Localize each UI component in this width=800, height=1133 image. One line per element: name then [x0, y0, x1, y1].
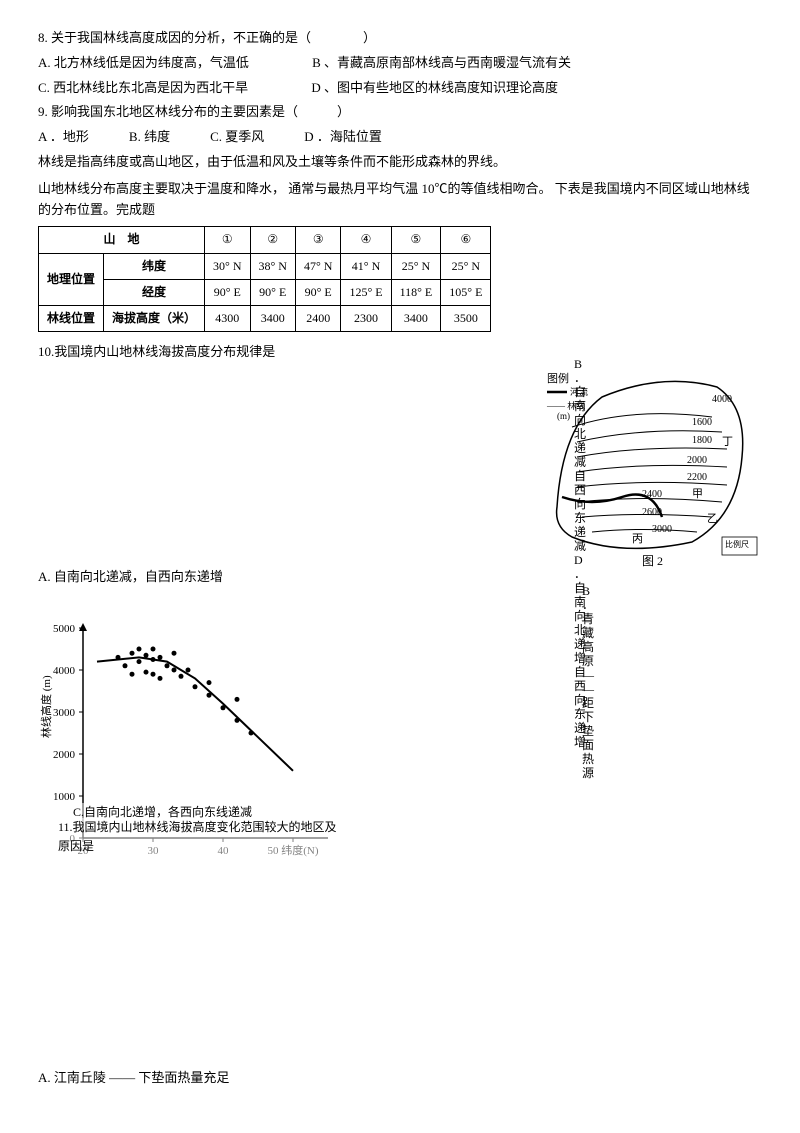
q8-row2: C. 西北林线比东北高是因为西北干旱 D 、图中有些地区的林线高度知识理论高度 — [38, 78, 762, 99]
table-cell: 47° N — [295, 253, 340, 279]
svg-text:(m): (m) — [557, 411, 570, 421]
svg-text:1800: 1800 — [692, 435, 712, 446]
table-lat-label: 纬度 — [104, 253, 205, 279]
passage-1: 林线是指高纬度或高山地区，由于低温和风及土壤等条件而不能形成森林的界线。 — [38, 152, 762, 173]
svg-text:2000: 2000 — [687, 455, 707, 466]
svg-text:比例尺: 比例尺 — [725, 539, 749, 549]
svg-text:甲: 甲 — [692, 488, 703, 500]
q10-opt-b-vertical: B．自南向北递减自西向东递减D．自南向北递增自西向东递增 — [574, 357, 588, 749]
table-cell: 118° E — [391, 279, 441, 305]
q8-opt-c: C. 西北林线比东北高是因为西北干旱 — [38, 80, 248, 95]
table-cell: 90° E — [250, 279, 295, 305]
table-cell: 25° N — [391, 253, 441, 279]
passage-2: 山地林线分布高度主要取决于温度和降水， 通常与最热月平均气温 10℃的等值线相吻… — [38, 179, 762, 221]
table-treeline-label: 林线位置 — [39, 305, 104, 331]
q9-options: A ．地形 B. 纬度 C. 夏季风 D ．海陆位置 — [38, 127, 762, 148]
mountain-table: 山 地 ① ② ③ ④ ⑤ ⑥ 地理位置 纬度 30° N 38° N 47° … — [38, 226, 491, 332]
table-col-6: ⑥ — [441, 227, 491, 253]
table-cell: 2300 — [341, 305, 391, 331]
table-header-col1: 山 地 — [39, 227, 205, 253]
q8-opt-d: D 、图中有些地区的林线高度知识理论高度 — [311, 80, 558, 95]
q11-stem: 11.我国境内山地林线海拔高度变化范围较大的地区及原因是 — [58, 818, 338, 856]
table-cell: 3400 — [391, 305, 441, 331]
table-col-5: ⑤ — [391, 227, 441, 253]
table-col-4: ④ — [341, 227, 391, 253]
svg-text:2400: 2400 — [642, 489, 662, 500]
table-cell: 30° N — [205, 253, 250, 279]
table-row: 经度 90° E 90° E 90° E 125° E 118° E 105° … — [39, 279, 491, 305]
q9-stem: 9. 影响我国东北地区林线分布的主要因素是（ ） — [38, 102, 762, 123]
left-column: A. 自南向北递减，自西向东递增 01000200030004000500020… — [38, 367, 518, 1089]
table-cell: 4300 — [205, 305, 250, 331]
table-col-1: ① — [205, 227, 250, 253]
table-col-3: ③ — [295, 227, 340, 253]
q9-opt-b: B. 纬度 — [129, 127, 170, 148]
q8-row1: A. 北方林线低是因为纬度高，气温低 B 、青藏高原南部林线高与西南暖湿气流有关 — [38, 53, 762, 74]
table-cell: 2400 — [295, 305, 340, 331]
table-cell: 38° N — [250, 253, 295, 279]
table-col-2: ② — [250, 227, 295, 253]
svg-text:丁: 丁 — [722, 436, 733, 448]
table-cell: 125° E — [341, 279, 391, 305]
table-cell: 90° E — [205, 279, 250, 305]
q11-opt-a: A. 江南丘陵 —— 下垫面热量充足 — [38, 1068, 518, 1089]
svg-text:5000: 5000 — [53, 623, 76, 635]
q10-opt-a: A. 自南向北递减，自西向东递增 — [38, 567, 518, 588]
table-row: 地理位置 纬度 30° N 38° N 47° N 41° N 25° N 25… — [39, 253, 491, 279]
svg-text:图例: 图例 — [547, 371, 569, 385]
svg-text:1000: 1000 — [53, 791, 76, 803]
scatter-chart: 01000200030004000500020304050 纬度(N)林线高度 … — [38, 608, 338, 868]
q8-opt-a: A. 北方林线低是因为纬度高，气温低 — [38, 55, 249, 70]
table-lon-label: 经度 — [104, 279, 205, 305]
q9-opt-a: A ．地形 — [38, 127, 89, 148]
right-block: B．自南向北递减自西向东递减D．自南向北递增自西向东递增 4000 1600 1… — [542, 367, 762, 780]
svg-text:3000: 3000 — [652, 524, 672, 535]
svg-text:4000: 4000 — [53, 665, 76, 677]
q9-opt-d: D ．海陆位置 — [304, 127, 382, 148]
q8-opt-b: B 、青藏高原南部林线高与西南暖湿气流有关 — [312, 55, 571, 70]
table-cell: 3500 — [441, 305, 491, 331]
q8-stem: 8. 关于我国林线高度成因的分析，不正确的是（ ） — [38, 28, 762, 49]
svg-text:图 2: 图 2 — [642, 554, 663, 567]
table-cell: 90° E — [295, 279, 340, 305]
svg-text:林线高度 (m): 林线高度 (m) — [39, 675, 53, 738]
table-cell: 3400 — [250, 305, 295, 331]
q10-stem: 10.我国境内山地林线海拔高度分布规律是 — [38, 342, 762, 363]
svg-text:4000: 4000 — [712, 394, 732, 405]
svg-text:乙: 乙 — [707, 512, 718, 525]
table-alt-label: 海拔高度（米） — [104, 305, 205, 331]
table-row: 林线位置 海拔高度（米） 4300 3400 2400 2300 3400 35… — [39, 305, 491, 331]
table-row: 山 地 ① ② ③ ④ ⑤ ⑥ — [39, 227, 491, 253]
svg-text:1600: 1600 — [692, 417, 712, 428]
svg-text:3000: 3000 — [53, 707, 76, 719]
table-cell: 105° E — [441, 279, 491, 305]
table-cell: 25° N — [441, 253, 491, 279]
svg-text:2000: 2000 — [53, 749, 76, 761]
table-geo-label: 地理位置 — [39, 253, 104, 305]
q9-opt-c: C. 夏季风 — [210, 127, 264, 148]
svg-text:丙: 丙 — [632, 533, 643, 545]
table-cell: 41° N — [341, 253, 391, 279]
svg-text:2200: 2200 — [687, 472, 707, 483]
